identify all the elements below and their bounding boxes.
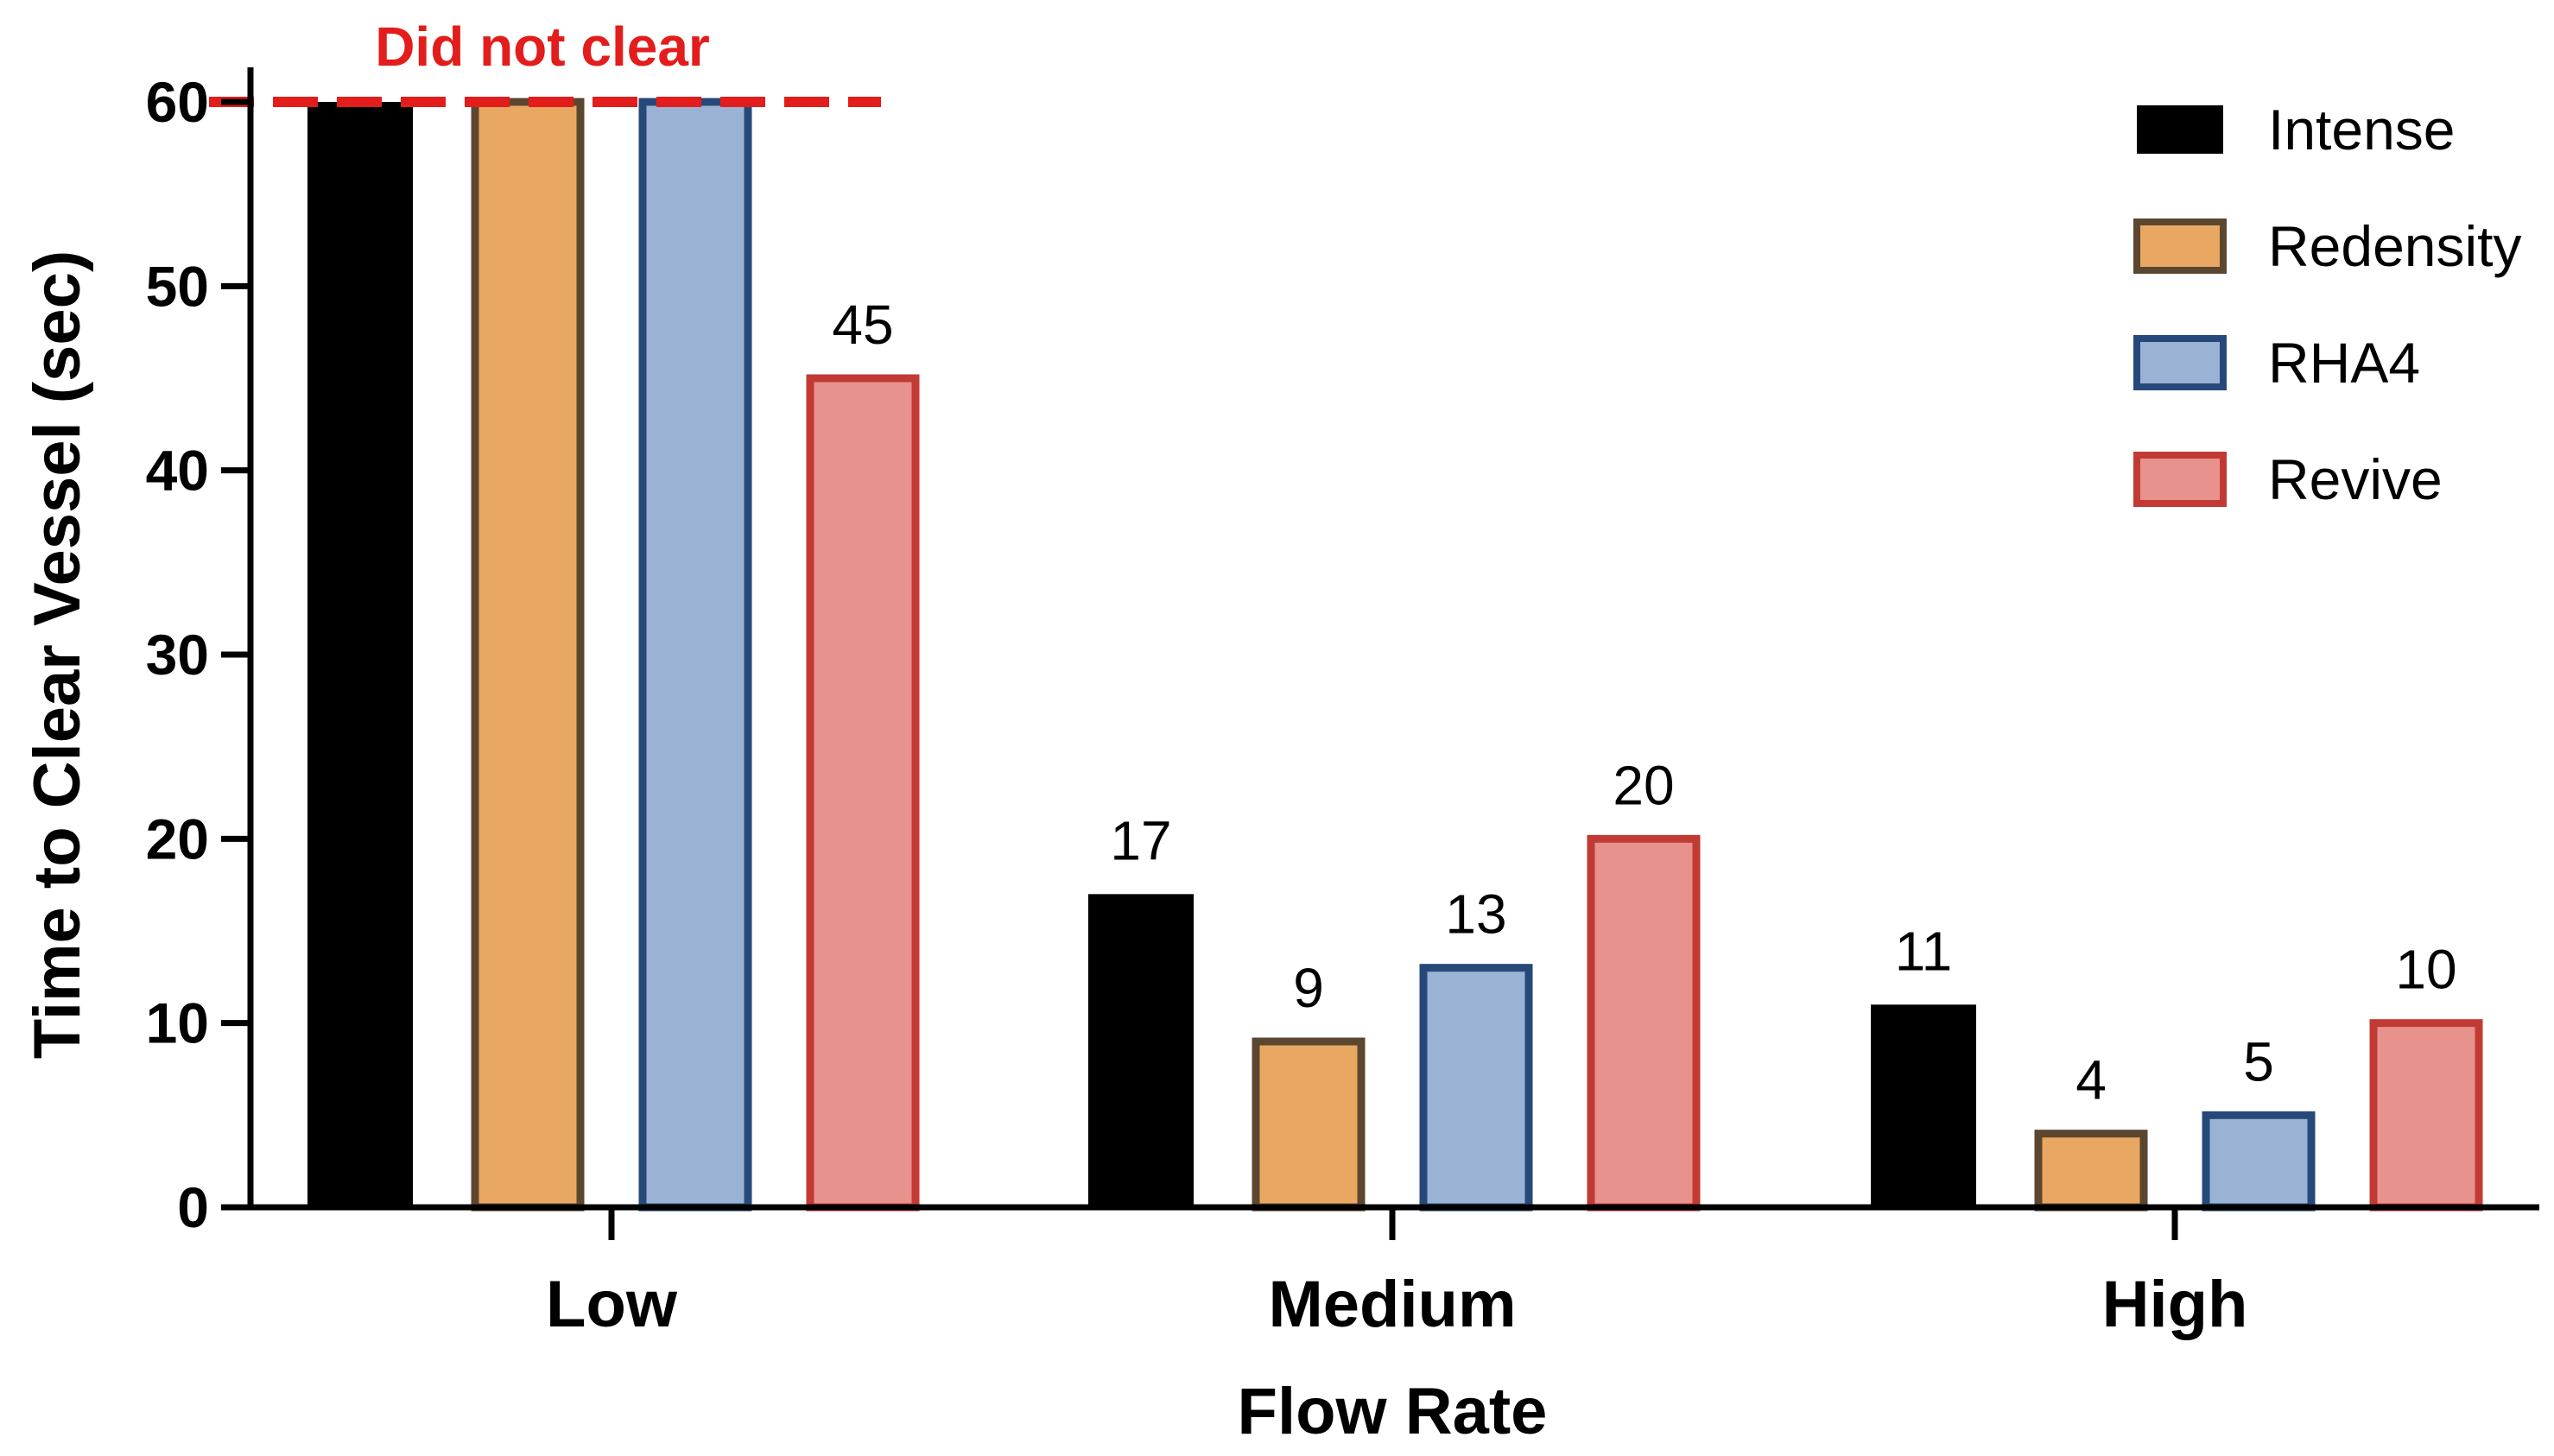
bar-intense-high (1871, 1004, 1976, 1207)
legend: Intense Redensity RHA4 Revive (2133, 98, 2522, 511)
x-tick-label: High (2102, 1268, 2248, 1341)
legend-swatch-rha4 (2133, 335, 2227, 390)
legend-label-revive: Revive (2268, 447, 2443, 511)
x-tick-label: Medium (1268, 1268, 1516, 1341)
x-axis-title: Flow Rate (1238, 1375, 1548, 1448)
bar-redensity-medium (1252, 1037, 1366, 1212)
bar-redensity-low (471, 98, 585, 1212)
bar-revive-low (806, 374, 920, 1212)
data-label: 17 (1110, 809, 1171, 871)
x-tick-label: Low (546, 1268, 678, 1341)
data-label: 20 (1613, 754, 1674, 816)
did-not-clear-label: Did not clear (375, 16, 710, 78)
y-tick-label: 20 (146, 807, 209, 870)
data-label: 5 (2243, 1030, 2274, 1092)
bar-rha4-high (2202, 1111, 2316, 1212)
y-tick-label: 0 (177, 1175, 209, 1239)
bar-revive-medium (1587, 834, 1701, 1212)
bar-revive-high (2369, 1019, 2483, 1212)
data-label: 9 (1293, 957, 1324, 1019)
y-tick-label: 50 (146, 254, 209, 318)
y-tick-label: 30 (146, 623, 209, 687)
y-tick-label: 40 (146, 439, 209, 503)
data-label: 11 (1895, 920, 1952, 982)
data-label: 45 (832, 294, 893, 356)
legend-swatch-intense (2137, 105, 2223, 154)
legend-label-redensity: Redensity (2268, 214, 2522, 278)
data-label: 4 (2076, 1049, 2107, 1111)
x-ticks: Low Medium High (546, 1207, 2247, 1341)
y-tick-label: 10 (146, 991, 209, 1055)
bar-intense-low (307, 102, 413, 1207)
data-label: 10 (2395, 939, 2456, 1001)
data-label: 13 (1445, 883, 1506, 946)
annotation-layer: Did not clear (209, 16, 881, 107)
bar-intense-medium (1088, 894, 1194, 1207)
legend-swatch-redensity (2133, 218, 2227, 274)
y-tick-label: 60 (146, 70, 209, 134)
bar-redensity-high (2034, 1130, 2148, 1212)
legend-label-rha4: RHA4 (2268, 331, 2420, 395)
y-ticks: 0 10 20 30 40 50 60 (146, 70, 250, 1239)
legend-label-intense: Intense (2268, 98, 2456, 161)
legend-swatch-revive (2133, 452, 2227, 507)
bar-rha4-medium (1419, 964, 1533, 1212)
bar-rha4-low (638, 98, 752, 1212)
y-axis-title: Time to Clear Vessel (sec) (21, 250, 94, 1059)
